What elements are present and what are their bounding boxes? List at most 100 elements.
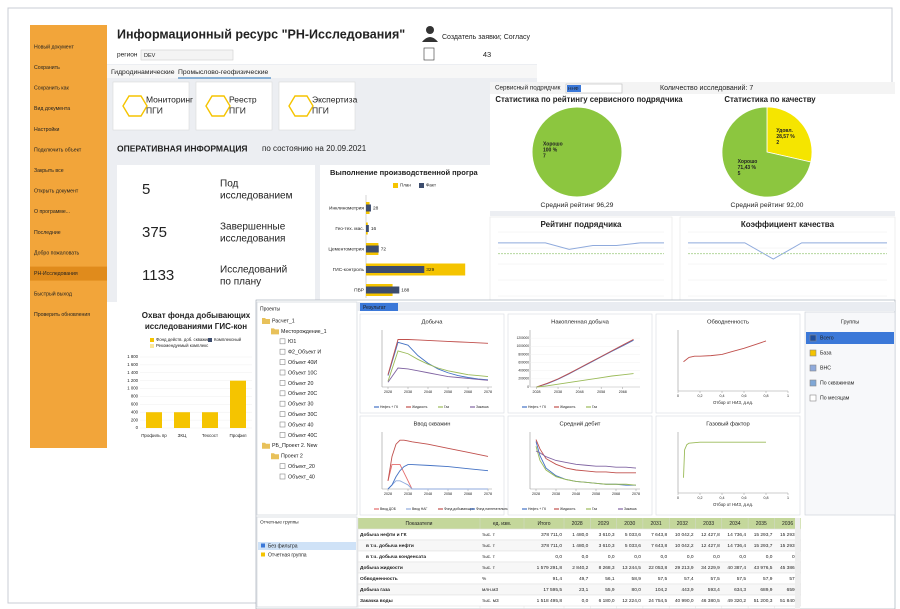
- sidebar-item[interactable]: Вид документа: [34, 106, 70, 112]
- region-value[interactable]: DEV: [144, 53, 156, 59]
- tree-item[interactable]: Объект 40С: [288, 433, 317, 439]
- table-cell: 15 293,7: [780, 532, 799, 538]
- table-cell: 45 386,0: [780, 565, 799, 571]
- checkbox[interactable]: [279, 380, 286, 386]
- data-label: 28: [373, 205, 379, 211]
- tree-item[interactable]: Ф2_Объект И: [288, 350, 321, 356]
- table-cell: 15 293,7: [754, 532, 773, 538]
- tree-item[interactable]: Объект 30: [288, 402, 313, 408]
- table-cell: 15 293,7: [780, 543, 799, 549]
- group-icon: [261, 552, 265, 557]
- sidebar-active: [30, 266, 107, 281]
- groups-panel: [804, 311, 896, 516]
- tree-item[interactable]: Объект 40И: [288, 360, 317, 366]
- sidebar-item[interactable]: О программе...: [34, 209, 70, 215]
- group-item[interactable]: Отчетная группа: [268, 552, 307, 558]
- sidebar-item[interactable]: Проверить обновления: [34, 312, 90, 318]
- table-cell: 0,0: [713, 554, 720, 560]
- sidebar-item[interactable]: Сохранить: [34, 65, 60, 71]
- tree-item[interactable]: Объект 20: [288, 381, 313, 387]
- table-cell: тыс. т: [482, 533, 496, 538]
- panel-title: Проекты: [260, 306, 280, 312]
- pie-value-label: 100 %: [543, 147, 558, 153]
- group-item[interactable]: Без фильтра: [268, 543, 298, 549]
- group-item[interactable]: Всего: [820, 335, 834, 341]
- sidebar-item[interactable]: Новый документ: [34, 43, 75, 50]
- tree-item[interactable]: Объект 10С: [288, 370, 317, 376]
- x-tick-label: 0,2: [698, 394, 703, 398]
- tile-label[interactable]: ПГИ: [229, 105, 246, 115]
- folder-icon: [271, 453, 279, 460]
- sidebar-item[interactable]: Настройки: [34, 126, 60, 133]
- tile-label[interactable]: ПГИ: [146, 105, 163, 115]
- tree-item[interactable]: Ю1: [288, 339, 296, 345]
- y-tick-label: 0: [136, 425, 139, 430]
- tab[interactable]: Гидродинамические: [111, 69, 175, 76]
- group-icon: [809, 334, 817, 342]
- tile-icon: [122, 95, 148, 117]
- table-cell: 22 053,8: [649, 565, 668, 571]
- legend-label: Газ: [592, 405, 597, 409]
- sidebar-item[interactable]: Быстрый выход: [34, 291, 72, 298]
- checkbox[interactable]: [279, 421, 286, 428]
- table-cell: 57,5: [658, 576, 668, 582]
- table-cell: 378 711,0: [541, 532, 562, 538]
- group-item[interactable]: ВНС: [820, 365, 831, 371]
- checkbox[interactable]: [279, 411, 286, 417]
- checkbox[interactable]: [279, 400, 286, 407]
- category-label: Цементометрия: [328, 246, 364, 252]
- tree-item[interactable]: Проект 2: [281, 454, 303, 460]
- checkbox[interactable]: [279, 463, 286, 469]
- checkbox[interactable]: [279, 338, 286, 345]
- tab-label[interactable]: Результат: [363, 305, 386, 311]
- groups-panel-left: [256, 516, 358, 608]
- line-card: [489, 216, 673, 303]
- sidebar-item[interactable]: РН-Исследования: [34, 271, 78, 277]
- x-tick-label: 0,2: [698, 496, 703, 500]
- tile-label[interactable]: Реестр: [229, 94, 257, 104]
- sidebar-item[interactable]: Открыть документ: [34, 189, 79, 195]
- x-tick-label: 2068: [464, 390, 472, 394]
- filter-value[interactable]: ННФ: [568, 86, 579, 92]
- checkbox[interactable]: [279, 390, 286, 397]
- legend-label: Жидкость: [560, 405, 576, 409]
- panel-divider: [490, 211, 895, 216]
- checkbox[interactable]: [279, 359, 286, 365]
- group-item[interactable]: По месяцам: [820, 395, 850, 401]
- checkbox[interactable]: [279, 432, 286, 438]
- group-item[interactable]: По скважинам: [820, 380, 855, 386]
- tree-item[interactable]: Объект_40: [288, 474, 315, 480]
- tree-item[interactable]: Расчет_1: [272, 318, 295, 324]
- tree-item[interactable]: Месторождение_1: [281, 329, 327, 335]
- tree-item[interactable]: РБ_Проект 2. New: [272, 443, 318, 449]
- region-select[interactable]: [140, 49, 234, 61]
- table-cell: 57,7: [789, 576, 799, 582]
- tile[interactable]: [278, 81, 356, 131]
- tab-active[interactable]: Промыслово-геофизические: [178, 69, 268, 76]
- tree-item[interactable]: Объект 20С: [288, 391, 317, 397]
- tile-label[interactable]: Экспертиза: [312, 94, 358, 104]
- checkbox[interactable]: [279, 348, 286, 355]
- sidebar-item[interactable]: Добро пожаловать: [34, 250, 79, 256]
- sidebar-item[interactable]: Сохранить как: [34, 86, 69, 92]
- sidebar-item[interactable]: Подключить объект: [34, 147, 82, 153]
- legend-label: Фонд добывающих: [444, 507, 474, 511]
- group-item[interactable]: База: [820, 350, 832, 356]
- table-cell: 46 380,5: [701, 598, 720, 604]
- tile-label[interactable]: Мониторинг: [146, 94, 193, 104]
- tile[interactable]: [195, 81, 273, 131]
- sidebar-item[interactable]: Закрыть все: [34, 168, 64, 174]
- data-label: 329: [426, 267, 434, 273]
- results-tab[interactable]: [360, 303, 398, 311]
- tree-item[interactable]: Объект 40: [288, 422, 313, 428]
- sidebar-item[interactable]: Последние: [34, 230, 61, 236]
- checkbox[interactable]: [279, 369, 286, 376]
- tree-item[interactable]: Объект_20: [288, 464, 315, 470]
- tile[interactable]: [112, 81, 190, 131]
- filter-select[interactable]: [565, 83, 623, 94]
- tile-label[interactable]: ПГИ: [312, 105, 329, 115]
- tree-item[interactable]: Объект 30С: [288, 412, 317, 418]
- checkbox[interactable]: [279, 473, 286, 480]
- legend-swatch: [393, 183, 398, 188]
- line-series: [535, 450, 637, 469]
